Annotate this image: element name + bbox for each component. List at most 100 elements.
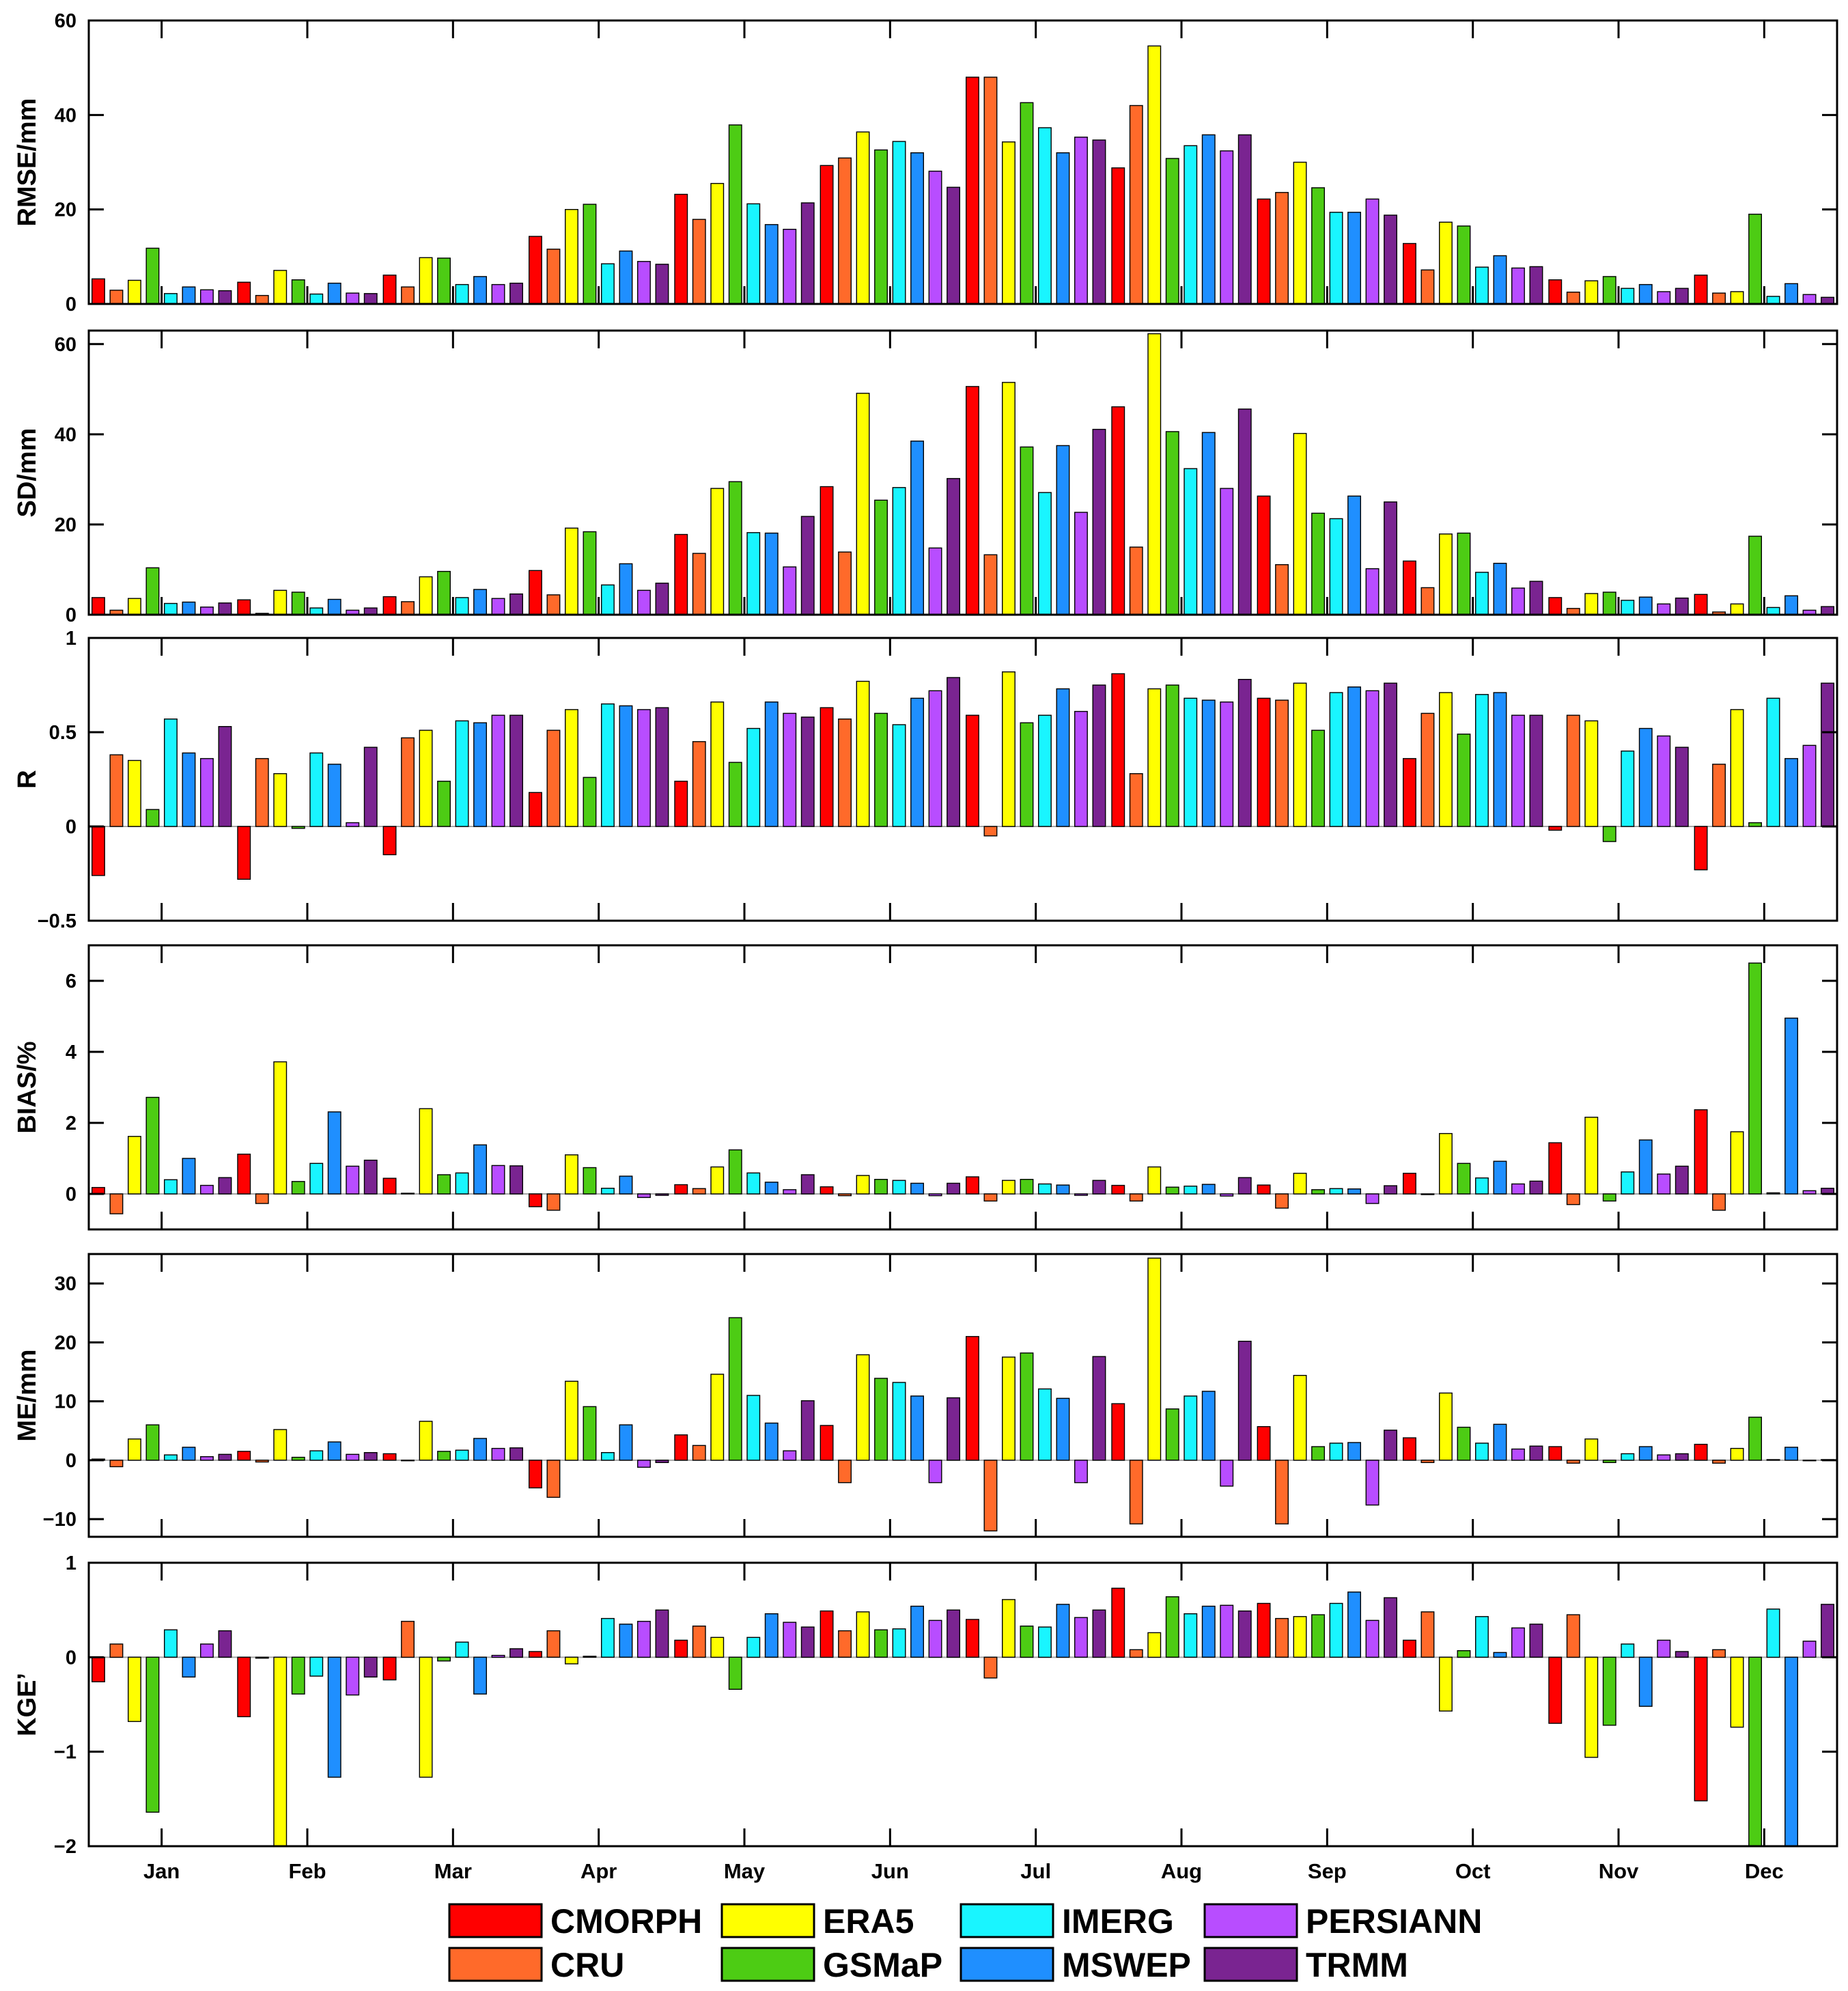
bar-era5-feb <box>273 1429 288 1461</box>
bar-persiann-mar <box>491 1447 505 1461</box>
bar-mswep-oct <box>1493 692 1507 827</box>
bar-mswep-mar <box>473 722 487 827</box>
bar-mswep-aug <box>1201 134 1216 304</box>
bar-persiann-jan <box>200 1456 214 1461</box>
legend-swatch <box>720 1903 815 1938</box>
bar-mswep-mar <box>473 1144 487 1195</box>
legend-swatch <box>448 1947 543 1982</box>
bar-gsmap-mar <box>437 1656 451 1662</box>
bar-mswep-aug <box>1201 432 1216 615</box>
bar-cmorph-aug <box>1111 1184 1125 1195</box>
bar-gsmap-jan <box>145 1096 160 1195</box>
y-tick-label: 40 <box>55 105 76 126</box>
bar-cru-jul <box>983 1193 998 1202</box>
bar-persiann-aug <box>1220 150 1234 304</box>
bar-persiann-jan <box>200 289 214 304</box>
bar-persiann-sep <box>1365 1460 1380 1506</box>
bar-imerg-feb <box>309 752 324 827</box>
bar-mswep-dec <box>1784 757 1799 827</box>
bar-gsmap-may <box>728 481 742 615</box>
bar-cmorph-mar <box>382 596 397 615</box>
x-tick-label: Sep <box>1308 1859 1347 1883</box>
bar-cru-jan <box>109 290 124 304</box>
bar-cru-jan <box>109 1643 124 1658</box>
bar-cru-jul <box>983 1656 998 1679</box>
bar-mswep-feb <box>327 1441 341 1461</box>
legend-item-imerg: IMERG <box>960 1902 1174 1940</box>
bar-trmm-may <box>800 1400 815 1461</box>
legend-label: TRMM <box>1306 1946 1408 1984</box>
bar-imerg-dec <box>1766 1192 1780 1195</box>
bar-cmorph-jul <box>965 76 979 304</box>
bar-era5-dec <box>1730 603 1744 615</box>
bar-mswep-jun <box>910 1605 925 1658</box>
bar-gsmap-apr <box>583 1167 597 1195</box>
y-tick-label: 2 <box>66 1113 76 1134</box>
bar-imerg-mar <box>455 1449 469 1461</box>
bar-persiann-mar <box>491 1165 505 1195</box>
y-tick-label: 10 <box>55 1391 76 1413</box>
bar-persiann-sep <box>1365 690 1380 827</box>
bar-gsmap-oct <box>1457 225 1471 304</box>
bar-cmorph-nov <box>1548 1446 1563 1461</box>
bar-cmorph-aug <box>1111 406 1125 615</box>
bar-cmorph-jan <box>91 826 105 876</box>
bar-trmm-jul <box>1092 1609 1106 1658</box>
bar-cmorph-may <box>674 1184 688 1195</box>
bar-gsmap-apr <box>583 1406 597 1461</box>
bar-persiann-dec <box>1802 1641 1817 1658</box>
bar-trmm-may <box>800 1174 815 1195</box>
bar-mswep-nov <box>1638 727 1653 827</box>
bar-era5-mar <box>419 1108 433 1195</box>
y-tick-label: 0 <box>66 1450 76 1472</box>
bar-cmorph-oct <box>1402 1173 1416 1195</box>
bar-mswep-jan <box>182 1656 196 1678</box>
bar-cru-mar <box>401 1460 415 1462</box>
bar-era5-may <box>710 488 725 615</box>
bar-trmm-jan <box>218 725 232 827</box>
bar-gsmap-may <box>728 762 742 827</box>
bar-cmorph-sep <box>1257 1602 1271 1658</box>
bar-era5-aug <box>1147 1632 1162 1658</box>
bar-mswep-jan <box>182 1447 196 1461</box>
bar-gsmap-mar <box>437 1174 451 1195</box>
bar-mswep-apr <box>619 1424 633 1461</box>
bar-persiann-jun <box>928 547 942 615</box>
bar-cru-dec <box>1712 1460 1726 1464</box>
bar-imerg-may <box>746 203 761 304</box>
bar-gsmap-jan <box>145 567 160 615</box>
bar-persiann-mar <box>491 598 505 615</box>
bar-gsmap-apr <box>583 531 597 615</box>
bar-era5-oct <box>1438 1392 1453 1461</box>
bar-cru-jul <box>983 1460 998 1532</box>
bar-persiann-may <box>783 1621 797 1658</box>
y-tick-label: 0 <box>66 816 76 838</box>
bar-cmorph-jan <box>91 1656 105 1683</box>
bar-trmm-may <box>800 1626 815 1658</box>
bar-gsmap-sep <box>1311 512 1326 615</box>
bar-persiann-feb <box>346 1656 360 1696</box>
bar-mswep-nov <box>1638 1139 1653 1195</box>
bar-trmm-aug <box>1237 1340 1252 1461</box>
bar-mswep-jun <box>910 1395 925 1461</box>
bar-era5-dec <box>1730 1447 1744 1461</box>
bar-era5-oct <box>1438 1656 1453 1712</box>
bar-cmorph-mar <box>382 275 397 304</box>
bar-cru-jun <box>838 1630 852 1658</box>
bar-imerg-jul <box>1037 1626 1052 1658</box>
bar-era5-jun <box>856 131 870 304</box>
bar-imerg-jun <box>892 1382 906 1461</box>
bar-cru-dec <box>1712 611 1726 615</box>
bar-gsmap-jun <box>874 149 888 304</box>
bar-mswep-may <box>764 1422 779 1461</box>
bar-cmorph-nov <box>1548 1142 1563 1195</box>
bar-gsmap-oct <box>1457 1649 1471 1658</box>
bar-cru-jan <box>109 1193 124 1214</box>
bar-cru-dec <box>1712 1649 1726 1658</box>
bar-cru-apr <box>546 249 561 304</box>
bar-imerg-nov <box>1621 1643 1635 1658</box>
bar-era5-feb <box>273 589 288 615</box>
bar-cmorph-dec <box>1694 1656 1708 1802</box>
bar-imerg-jul <box>1037 1388 1052 1461</box>
